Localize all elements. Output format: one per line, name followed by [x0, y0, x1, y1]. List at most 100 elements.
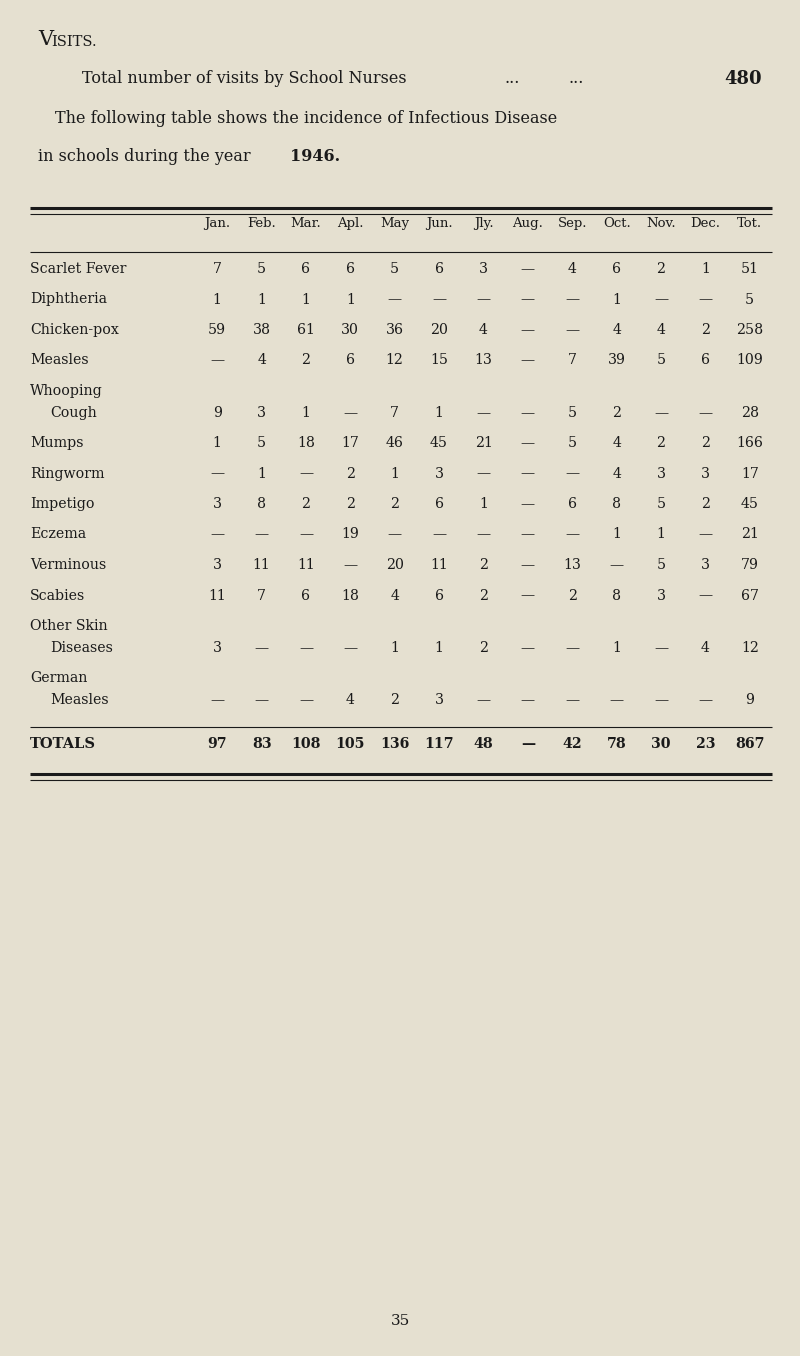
Text: 2: 2	[657, 262, 666, 277]
Text: 2: 2	[701, 437, 710, 450]
Text: —: —	[698, 405, 713, 420]
Text: 39: 39	[608, 354, 626, 367]
Text: —: —	[610, 693, 624, 706]
Text: —: —	[343, 559, 358, 572]
Text: 5: 5	[568, 437, 577, 450]
Text: 5: 5	[657, 354, 666, 367]
Text: —: —	[477, 466, 490, 480]
Text: —: —	[299, 466, 313, 480]
Text: 35: 35	[390, 1314, 410, 1328]
Text: —: —	[566, 466, 579, 480]
Text: 4: 4	[612, 466, 621, 480]
Text: —: —	[698, 293, 713, 306]
Text: Diphtheria: Diphtheria	[30, 293, 107, 306]
Text: 4: 4	[390, 589, 399, 602]
Text: —: —	[566, 693, 579, 706]
Text: —: —	[432, 293, 446, 306]
Text: Jly.: Jly.	[474, 217, 494, 231]
Text: 5: 5	[390, 262, 399, 277]
Text: Cough: Cough	[50, 405, 97, 420]
Text: 20: 20	[430, 323, 448, 338]
Text: —: —	[343, 405, 358, 420]
Text: —: —	[654, 693, 668, 706]
Text: 61: 61	[297, 323, 315, 338]
Text: 78: 78	[606, 738, 626, 751]
Text: 136: 136	[380, 738, 410, 751]
Text: —: —	[521, 437, 535, 450]
Text: 20: 20	[386, 559, 404, 572]
Text: —: —	[521, 527, 535, 541]
Text: 23: 23	[696, 738, 715, 751]
Text: 1: 1	[302, 405, 310, 420]
Text: —: —	[432, 527, 446, 541]
Text: 3: 3	[434, 693, 444, 706]
Text: 48: 48	[474, 738, 494, 751]
Text: 2: 2	[479, 559, 488, 572]
Text: —: —	[210, 354, 224, 367]
Text: 117: 117	[424, 738, 454, 751]
Text: 2: 2	[346, 498, 355, 511]
Text: 21: 21	[474, 437, 493, 450]
Text: 17: 17	[741, 466, 758, 480]
Text: ...: ...	[568, 71, 583, 87]
Text: 6: 6	[302, 262, 310, 277]
Text: Sep.: Sep.	[558, 217, 587, 231]
Text: 18: 18	[297, 437, 315, 450]
Text: 1: 1	[257, 293, 266, 306]
Text: TOTALS: TOTALS	[30, 738, 96, 751]
Text: —: —	[654, 293, 668, 306]
Text: Ringworm: Ringworm	[30, 466, 105, 480]
Text: 108: 108	[291, 738, 321, 751]
Text: 1946.: 1946.	[290, 148, 340, 165]
Text: 11: 11	[430, 559, 448, 572]
Text: 13: 13	[563, 559, 582, 572]
Text: 2: 2	[568, 589, 577, 602]
Text: 28: 28	[741, 405, 759, 420]
Text: —: —	[521, 262, 535, 277]
Text: 38: 38	[253, 323, 270, 338]
Text: 2: 2	[302, 354, 310, 367]
Text: 480: 480	[724, 71, 762, 88]
Text: 19: 19	[342, 527, 359, 541]
Text: —: —	[254, 527, 269, 541]
Text: 1: 1	[213, 437, 222, 450]
Text: Aug.: Aug.	[513, 217, 543, 231]
Text: 4: 4	[568, 262, 577, 277]
Text: 4: 4	[701, 641, 710, 655]
Text: 5: 5	[257, 262, 266, 277]
Text: 12: 12	[741, 641, 758, 655]
Text: 6: 6	[434, 589, 444, 602]
Text: 9: 9	[746, 693, 754, 706]
Text: 97: 97	[207, 738, 227, 751]
Text: —: —	[698, 589, 713, 602]
Text: 3: 3	[213, 559, 222, 572]
Text: Nov.: Nov.	[646, 217, 676, 231]
Text: 2: 2	[479, 589, 488, 602]
Text: 166: 166	[736, 437, 763, 450]
Text: ...: ...	[505, 71, 520, 87]
Text: 67: 67	[741, 589, 759, 602]
Text: 13: 13	[474, 354, 493, 367]
Text: 18: 18	[342, 589, 359, 602]
Text: 3: 3	[213, 641, 222, 655]
Text: 5: 5	[657, 498, 666, 511]
Text: —: —	[610, 559, 624, 572]
Text: 21: 21	[741, 527, 758, 541]
Text: 2: 2	[302, 498, 310, 511]
Text: Diseases: Diseases	[50, 641, 113, 655]
Text: Chicken-pox: Chicken-pox	[30, 323, 119, 338]
Text: —: —	[566, 527, 579, 541]
Text: 4: 4	[612, 323, 621, 338]
Text: in schools during the year: in schools during the year	[38, 148, 256, 165]
Text: 7: 7	[390, 405, 399, 420]
Text: 2: 2	[701, 323, 710, 338]
Text: —: —	[299, 693, 313, 706]
Text: —: —	[477, 527, 490, 541]
Text: —: —	[566, 323, 579, 338]
Text: Eczema: Eczema	[30, 527, 86, 541]
Text: —: —	[521, 559, 535, 572]
Text: —: —	[566, 293, 579, 306]
Text: —: —	[698, 527, 713, 541]
Text: 30: 30	[651, 738, 670, 751]
Text: Impetigo: Impetigo	[30, 498, 94, 511]
